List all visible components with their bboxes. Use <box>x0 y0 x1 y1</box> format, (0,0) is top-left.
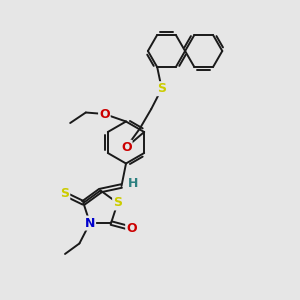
Text: O: O <box>99 107 110 121</box>
Text: N: N <box>85 217 95 230</box>
Text: O: O <box>126 222 137 235</box>
Text: S: S <box>157 82 166 95</box>
Text: H: H <box>128 177 138 190</box>
Text: O: O <box>121 141 132 154</box>
Text: S: S <box>60 188 69 200</box>
Text: S: S <box>113 196 122 209</box>
